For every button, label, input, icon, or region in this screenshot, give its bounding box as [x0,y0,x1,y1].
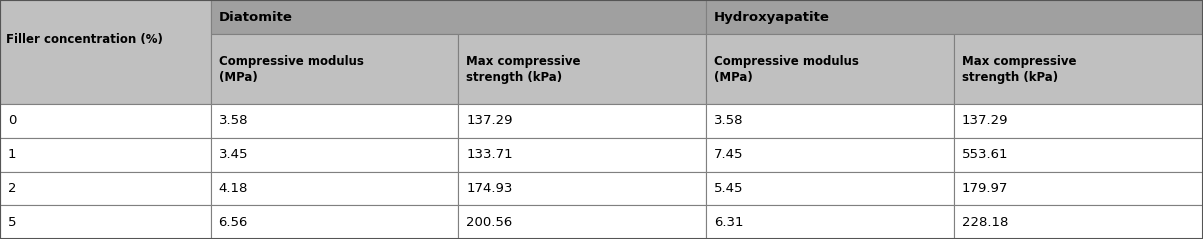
Bar [954,205,1203,239]
Bar [211,172,458,205]
Text: 137.29: 137.29 [467,114,512,127]
Text: Diatomite: Diatomite [219,11,292,23]
Bar [211,138,458,172]
Bar [954,138,1203,172]
Bar [706,34,954,104]
Bar [706,0,1203,34]
Text: 174.93: 174.93 [467,182,512,195]
Text: 6.31: 6.31 [715,216,743,229]
Bar [954,34,1203,104]
Bar [458,205,706,239]
Bar [706,138,954,172]
Text: 3.58: 3.58 [219,114,248,127]
Text: 200.56: 200.56 [467,216,512,229]
Text: Hydroxyapatite: Hydroxyapatite [715,11,830,23]
Text: 5: 5 [8,216,17,229]
Text: Max compressive
strength (kPa): Max compressive strength (kPa) [467,54,581,83]
Bar [458,138,706,172]
Text: 3.58: 3.58 [715,114,743,127]
Bar [211,34,458,104]
Bar [211,205,458,239]
Bar [0,138,211,172]
Text: 137.29: 137.29 [962,114,1008,127]
Text: 1: 1 [8,148,17,161]
Text: 5.45: 5.45 [715,182,743,195]
Text: Max compressive
strength (kPa): Max compressive strength (kPa) [962,54,1077,83]
Text: 133.71: 133.71 [467,148,512,161]
Text: Compressive modulus
(MPa): Compressive modulus (MPa) [715,54,859,83]
Bar [211,0,706,34]
Text: 2: 2 [8,182,17,195]
Bar [0,0,211,104]
Bar [706,104,954,138]
Bar [954,172,1203,205]
Text: Compressive modulus
(MPa): Compressive modulus (MPa) [219,54,363,83]
Text: 553.61: 553.61 [962,148,1008,161]
Bar [211,104,458,138]
Bar [458,172,706,205]
Text: 7.45: 7.45 [715,148,743,161]
Bar [0,205,211,239]
Text: 4.18: 4.18 [219,182,248,195]
Text: Filler concentration (%): Filler concentration (%) [6,33,162,46]
Bar [954,104,1203,138]
Text: 3.45: 3.45 [219,148,248,161]
Bar [0,104,211,138]
Bar [458,34,706,104]
Bar [706,172,954,205]
Bar [0,172,211,205]
Text: 179.97: 179.97 [962,182,1008,195]
Bar [706,205,954,239]
Text: 0: 0 [8,114,17,127]
Bar [458,104,706,138]
Text: 228.18: 228.18 [962,216,1008,229]
Text: 6.56: 6.56 [219,216,248,229]
